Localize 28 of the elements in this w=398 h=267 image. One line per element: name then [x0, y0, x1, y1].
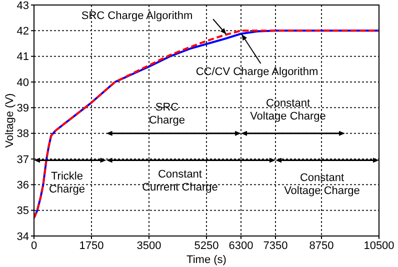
- y-tick-label: 43: [16, 0, 29, 12]
- x-tick-label: 10500: [364, 240, 394, 252]
- x-tick-label: 7350: [263, 240, 288, 252]
- x-tick-label: 5250: [194, 240, 219, 252]
- y-tick-label: 37: [16, 154, 29, 166]
- annotation: Constant Voltage Charge: [250, 98, 326, 123]
- annotation: SRC Charge: [148, 102, 186, 127]
- annotation: Constant Current Charge: [142, 168, 218, 194]
- annotation: Constant Voltage Charge: [284, 172, 360, 198]
- y-axis-title: Voltage (V): [4, 93, 16, 148]
- x-tick-label: 6300: [228, 240, 254, 252]
- y-tick-label: 36: [16, 180, 29, 192]
- x-tick-label: 0: [30, 240, 38, 252]
- y-tick-label: 40: [16, 76, 29, 89]
- line-series: [34, 30, 379, 220]
- y-tick-label: 41: [16, 51, 29, 64]
- y-tick-label: 42: [16, 26, 29, 38]
- y-tick-label: 38: [16, 128, 29, 140]
- y-tick-label: 34: [16, 230, 29, 243]
- text: SRC Charge Algorithm: [81, 10, 193, 22]
- x-tick-label: 3500: [136, 240, 162, 252]
- annotation: Trickle Charge: [48, 170, 86, 196]
- x-tick-label: 8750: [309, 240, 334, 252]
- x-axis-title: Time (s): [186, 254, 226, 266]
- y-tick-label: 35: [16, 205, 29, 218]
- series-label: CC/CV Charge Algorithm: [196, 66, 318, 78]
- y-tick-label: 39: [16, 102, 29, 115]
- x-tick-label: 1750: [79, 240, 104, 252]
